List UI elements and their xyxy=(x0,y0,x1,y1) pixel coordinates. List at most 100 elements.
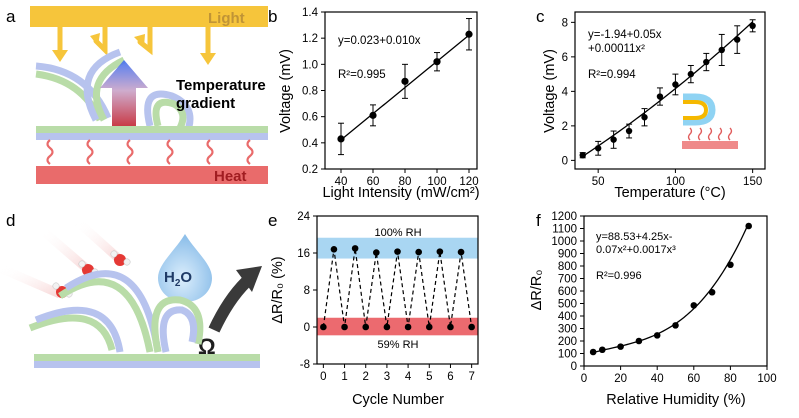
chart-e-band-low-label: 59% RH xyxy=(378,339,419,351)
x-tick-label: 120 xyxy=(459,176,478,188)
chart-f-marks xyxy=(589,222,752,356)
cycle-line xyxy=(322,248,473,328)
inset-curled-film xyxy=(683,93,716,126)
chart-c-ylabel: Voltage (mV) xyxy=(542,49,558,133)
y-tick-label: 0.8 xyxy=(302,86,318,98)
y-tick-label: 700 xyxy=(558,274,577,286)
data-point xyxy=(641,114,648,121)
data-point xyxy=(330,246,338,253)
heat-waves xyxy=(46,139,254,165)
data-point xyxy=(718,46,725,54)
y-tick-label: 0 xyxy=(571,361,577,373)
heat-label: Heat xyxy=(214,168,247,185)
x-tick-label: 40 xyxy=(335,176,348,188)
data-point xyxy=(635,337,643,345)
x-tick-label: 80 xyxy=(399,176,412,188)
y-tick-label: 0.6 xyxy=(302,112,318,124)
chart-b-ylabel: Voltage (mV) xyxy=(278,49,294,133)
data-point xyxy=(404,323,412,331)
x-tick-label: 20 xyxy=(614,373,627,385)
y-tick-label: 4 xyxy=(562,86,569,98)
light-bar xyxy=(30,6,268,27)
panel-c: c 50 100 150 0 2 4 6 8 y=-1.94+0.05x +0.00011x²… xyxy=(536,7,766,201)
x-tick-label: 100 xyxy=(666,176,685,188)
data-point xyxy=(690,302,698,309)
chart-b-r2: R²=0.995 xyxy=(338,69,386,81)
data-point xyxy=(436,248,444,255)
gradient-label: gradient xyxy=(176,95,235,112)
y-tick-label: 6 xyxy=(562,52,568,64)
data-point xyxy=(708,288,716,296)
chart-c-r2: R²=0.994 xyxy=(588,69,636,81)
y-tick-label: 500 xyxy=(558,299,577,311)
humidity-band xyxy=(317,317,478,336)
data-point xyxy=(401,77,409,85)
y-tick-label: 0.2 xyxy=(302,164,318,176)
data-point xyxy=(351,245,359,252)
y-tick-label: 8 xyxy=(304,285,310,297)
curl-arrow-icon xyxy=(208,277,251,333)
data-point xyxy=(599,346,606,354)
chart-f-xlabel: Relative Humidity (%) xyxy=(606,392,745,408)
chart-f-r2: R²=0.996 xyxy=(596,270,642,282)
y-tick-label: 400 xyxy=(558,311,577,323)
chart-c-equation-line1: y=-1.94+0.05x xyxy=(588,29,662,41)
y-tick-label: 800 xyxy=(558,261,577,273)
curled-films xyxy=(28,270,204,353)
chart-c-equation-line2: +0.00011x² xyxy=(588,43,645,55)
data-point xyxy=(394,248,401,255)
panel-c-label: c xyxy=(536,7,545,26)
chart-f-equation-line1: y=88.53+4.25x- xyxy=(596,231,673,243)
data-point xyxy=(383,323,391,331)
omega-label: Ω xyxy=(198,334,216,359)
y-tick-label: 200 xyxy=(558,336,577,348)
chart-f-ticks: 0 20 40 60 80 1000100200300400500600700800900… xyxy=(551,211,776,385)
base-strip-bottom xyxy=(34,361,260,368)
data-point xyxy=(465,30,473,38)
panel-e-label: e xyxy=(268,211,277,230)
chart-c-xlabel: Temperature (°C) xyxy=(614,185,725,201)
y-tick-label: 1200 xyxy=(551,211,577,223)
y-tick-label: 1.2 xyxy=(302,33,318,45)
light-rays xyxy=(57,24,211,58)
molecule-trail xyxy=(39,226,89,272)
panel-a-label: a xyxy=(6,7,16,26)
data-point xyxy=(433,58,441,66)
data-point xyxy=(610,136,617,143)
inset-heat-lines xyxy=(687,127,733,141)
x-tick-label: 40 xyxy=(651,373,664,385)
data-point xyxy=(733,36,741,43)
chart-e-marks xyxy=(320,245,475,331)
panel-a: a Light Temperature gradient xyxy=(6,6,268,185)
film-arcs xyxy=(35,48,194,132)
chart-e-ylabel: ΔR/R₀ (%) xyxy=(270,256,286,323)
substrate-top xyxy=(36,126,268,133)
data-point xyxy=(425,323,433,331)
chart-c-ticks: 50 100 150 0 2 4 6 8 xyxy=(562,17,763,188)
panel-f: f 0 20 40 60 80 10001002003004005006007008009… xyxy=(529,211,777,408)
panel-d: d H2O Ω xyxy=(0,211,262,368)
x-tick-label: 0 xyxy=(320,371,326,383)
x-tick-label: 1 xyxy=(341,371,347,383)
base-strip-top xyxy=(34,354,260,361)
data-point xyxy=(468,323,475,331)
chart-b-xlabel: Light Intensity (mW/cm²) xyxy=(322,185,479,201)
y-tick-label: -8 xyxy=(300,359,310,371)
data-point xyxy=(749,22,756,30)
y-tick-label: 1.4 xyxy=(302,7,319,19)
chart-e-xlabel: Cycle Number xyxy=(352,392,444,408)
data-point xyxy=(373,249,380,256)
chart-c-marks xyxy=(579,19,756,159)
panel-f-label: f xyxy=(536,211,541,230)
data-point xyxy=(625,127,633,135)
x-tick-label: 50 xyxy=(592,176,605,188)
y-tick-label: 900 xyxy=(558,249,577,261)
y-tick-label: 16 xyxy=(297,248,310,260)
data-point xyxy=(656,93,664,100)
chart-b-marks xyxy=(337,18,473,156)
data-point xyxy=(362,323,370,331)
data-point xyxy=(672,81,679,88)
x-tick-label: 150 xyxy=(743,176,762,188)
data-point xyxy=(415,248,422,256)
data-point xyxy=(687,70,695,78)
